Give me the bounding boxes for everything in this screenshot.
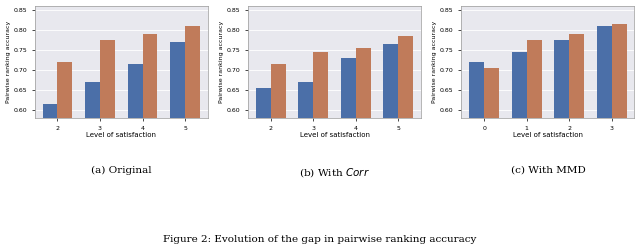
Bar bbox=[569, 34, 584, 246]
Bar bbox=[170, 42, 185, 246]
Bar bbox=[597, 26, 612, 246]
Bar bbox=[271, 64, 285, 246]
Bar bbox=[100, 40, 115, 246]
X-axis label: Level of satisfaction: Level of satisfaction bbox=[86, 132, 156, 138]
Bar bbox=[256, 88, 271, 246]
Bar bbox=[484, 68, 499, 246]
Bar bbox=[554, 40, 569, 246]
Bar bbox=[612, 24, 627, 246]
Bar bbox=[85, 82, 100, 246]
Bar bbox=[58, 62, 72, 246]
Y-axis label: Pairwise ranking accuracy: Pairwise ranking accuracy bbox=[219, 21, 224, 103]
Bar bbox=[127, 64, 143, 246]
X-axis label: Level of satisfaction: Level of satisfaction bbox=[300, 132, 369, 138]
Bar bbox=[398, 36, 413, 246]
Bar bbox=[469, 62, 484, 246]
Bar bbox=[185, 26, 200, 246]
Bar bbox=[356, 48, 371, 246]
Bar bbox=[383, 44, 398, 246]
Text: (b) With $\mathit{Corr}$: (b) With $\mathit{Corr}$ bbox=[299, 166, 370, 179]
Bar bbox=[43, 104, 58, 246]
Text: (c) With MMD: (c) With MMD bbox=[511, 166, 586, 175]
Bar bbox=[143, 34, 157, 246]
Bar bbox=[512, 52, 527, 246]
Text: (a) Original: (a) Original bbox=[91, 166, 152, 175]
Bar bbox=[527, 40, 541, 246]
Bar bbox=[298, 82, 314, 246]
Text: Figure 2: Evolution of the gap in pairwise ranking accuracy: Figure 2: Evolution of the gap in pairwi… bbox=[163, 234, 477, 244]
Y-axis label: Pairwise ranking accuracy: Pairwise ranking accuracy bbox=[432, 21, 437, 103]
Y-axis label: Pairwise ranking accuracy: Pairwise ranking accuracy bbox=[6, 21, 10, 103]
Bar bbox=[314, 52, 328, 246]
X-axis label: Level of satisfaction: Level of satisfaction bbox=[513, 132, 583, 138]
Bar bbox=[341, 58, 356, 246]
